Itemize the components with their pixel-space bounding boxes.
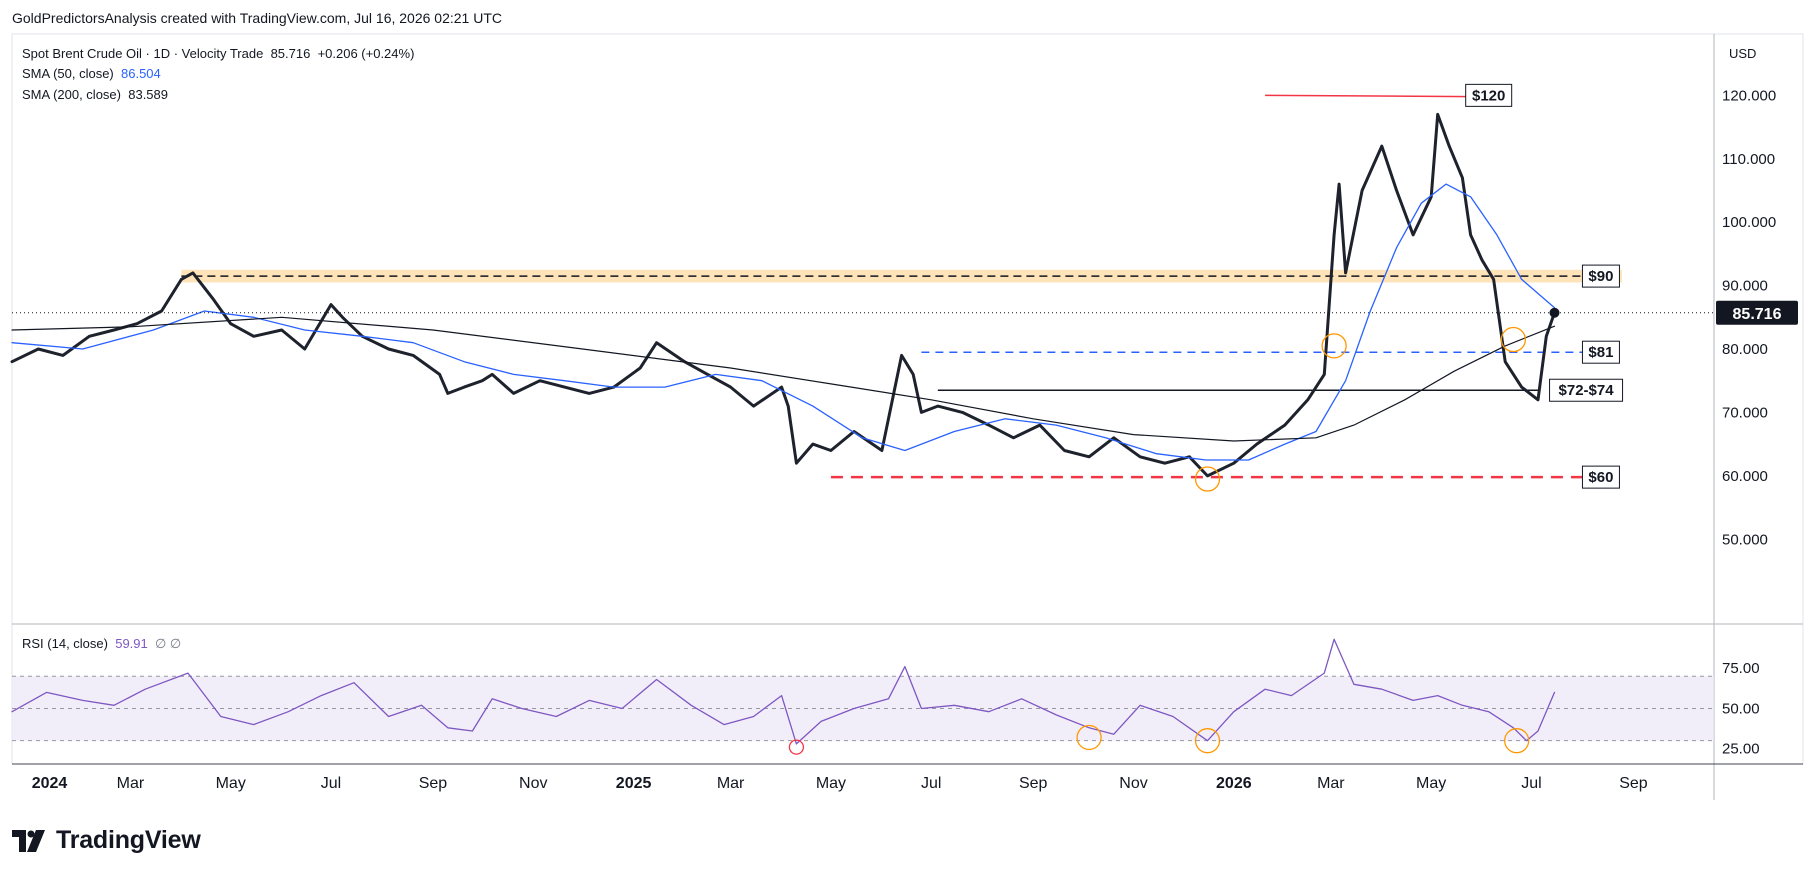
price-axis: 50.000 60.000 70.000 80.000 90.000 100.000 110… bbox=[1722, 87, 1776, 548]
tradingview-logo-icon bbox=[12, 829, 45, 852]
rsi-tick-label: 50.00 bbox=[1722, 700, 1760, 717]
highlight-circle bbox=[1194, 466, 1221, 492]
time-tick-label: Mar bbox=[1317, 775, 1345, 792]
price-tick-label: 120.000 bbox=[1722, 87, 1776, 104]
level-120-label: $120 bbox=[1472, 87, 1505, 104]
rsi-tick-label: 75.00 bbox=[1722, 660, 1760, 677]
legend-last-price: 85.716 bbox=[270, 46, 311, 61]
rsi-highlight-circle bbox=[1076, 724, 1102, 751]
series bbox=[10, 112, 1556, 755]
time-tick-label: May bbox=[216, 775, 246, 792]
last-price-badge-text: 85.716 bbox=[1733, 306, 1782, 323]
time-tick-label: Jul bbox=[1521, 775, 1541, 792]
level-60-label: $60 bbox=[1588, 469, 1613, 486]
time-tick-label: Jul bbox=[921, 775, 941, 792]
legend-sma50[interactable]: SMA (50, close) 86.504 bbox=[22, 66, 161, 81]
legend-rsi[interactable]: RSI (14, close) 59.91 ∅ ∅ bbox=[22, 636, 181, 652]
legend-sma50-label: SMA (50, close) bbox=[22, 66, 114, 81]
time-axis: 2024 Mar May Jul Sep Nov 2025 Mar May Jul Sep Nov 20… bbox=[32, 775, 1648, 792]
sma200-line bbox=[11, 316, 1556, 442]
legend-sma200-label: SMA (200, close) bbox=[22, 87, 121, 102]
time-tick-label: Nov bbox=[519, 775, 547, 792]
price-tick-label: 80.000 bbox=[1722, 341, 1768, 358]
time-tick-label: Jul bbox=[321, 775, 341, 792]
level-90-label: $90 bbox=[1588, 268, 1613, 285]
legend-sma200-value: 83.589 bbox=[128, 87, 168, 102]
legend-rsi-extra: ∅ ∅ bbox=[155, 636, 182, 651]
currency-label[interactable]: USD bbox=[1729, 46, 1756, 61]
legend-sma200[interactable]: SMA (200, close) 83.589 bbox=[22, 87, 168, 102]
tradingview-brand: TradingView bbox=[56, 826, 201, 854]
price-tick-label: 90.000 bbox=[1722, 278, 1768, 295]
price-line bbox=[10, 112, 1556, 478]
time-tick-label: Sep bbox=[419, 775, 448, 792]
annotations bbox=[181, 94, 1622, 479]
legend-symbol-name: Spot Brent Crude Oil · 1D · Velocity Tra… bbox=[22, 46, 264, 61]
target-line-120 bbox=[1265, 94, 1471, 98]
level-120-label-box bbox=[1465, 83, 1513, 107]
time-tick-label: Nov bbox=[1119, 775, 1147, 792]
highlight-circle bbox=[1500, 326, 1527, 353]
time-tick-label: Sep bbox=[1019, 775, 1048, 792]
level-81-label-box bbox=[1581, 340, 1620, 364]
level-72-74-label: $72-$74 bbox=[1559, 382, 1615, 399]
sma50-line bbox=[11, 183, 1556, 461]
time-tick-label: Mar bbox=[117, 775, 145, 792]
chart-frame bbox=[11, 33, 1804, 765]
legend-rsi-value: 59.91 bbox=[115, 636, 148, 651]
level-90-label-box bbox=[1581, 264, 1620, 288]
price-tick-label: 60.000 bbox=[1722, 468, 1768, 485]
price-tick-label: 70.000 bbox=[1722, 404, 1768, 421]
time-tick-label: May bbox=[816, 775, 846, 792]
rsi-highlight-circle bbox=[1504, 728, 1530, 754]
level-60-label-box bbox=[1581, 465, 1620, 489]
time-tick-label: 2026 bbox=[1216, 775, 1252, 792]
rsi-band bbox=[12, 675, 1714, 742]
rsi-axis: 25.00 50.00 75.00 bbox=[1722, 660, 1760, 757]
legend-symbol[interactable]: Spot Brent Crude Oil · 1D · Velocity Tra… bbox=[22, 46, 414, 61]
last-price-marker: 85.716 bbox=[12, 300, 1798, 325]
rsi-line bbox=[11, 638, 1556, 745]
annotation-labels: $120 $90 $81 $72-$74 $60 bbox=[1465, 83, 1624, 489]
rsi-tick-label: 25.00 bbox=[1722, 741, 1760, 758]
price-tick-label: 50.000 bbox=[1722, 531, 1768, 548]
time-tick-label: Sep bbox=[1619, 775, 1648, 792]
highlight-circle bbox=[1321, 333, 1347, 359]
time-tick-label: May bbox=[1416, 775, 1446, 792]
legend-sma50-value: 86.504 bbox=[121, 66, 161, 81]
rsi-highlight-circle bbox=[1194, 728, 1221, 754]
last-price-dot bbox=[1549, 307, 1560, 318]
price-tick-label: 100.000 bbox=[1722, 214, 1776, 231]
legend-rsi-label: RSI (14, close) bbox=[22, 636, 108, 651]
last-price-badge bbox=[1716, 300, 1798, 325]
rsi-warning-circle bbox=[788, 739, 805, 755]
time-tick-label: Mar bbox=[717, 775, 745, 792]
price-tick-label: 110.000 bbox=[1722, 151, 1775, 168]
time-tick-label: 2024 bbox=[32, 775, 68, 792]
time-tick-label: 2025 bbox=[616, 775, 652, 792]
tradingview-logo[interactable]: TradingView bbox=[12, 826, 201, 855]
legend-change: +0.206 (+0.24%) bbox=[317, 46, 415, 61]
level-72-74-label-box bbox=[1549, 378, 1624, 402]
level-81-label: $81 bbox=[1588, 344, 1613, 361]
chart-header: GoldPredictorsAnalysis created with Trad… bbox=[12, 10, 502, 26]
